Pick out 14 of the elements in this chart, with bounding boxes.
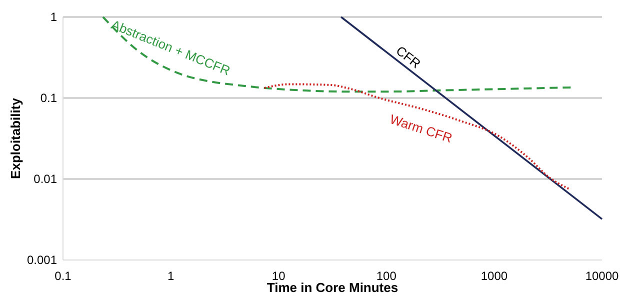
x-tick-label: 1	[167, 269, 174, 283]
text: Warm CFR	[388, 111, 454, 146]
y-axis-title: Exploitability	[8, 97, 23, 179]
x-tick-label: 10	[272, 269, 286, 283]
y-tick-label: 1	[50, 10, 58, 24]
x-tick-label: 100	[376, 269, 397, 283]
x-axis-title: Time in Core Minutes	[266, 280, 398, 295]
y-tick-label: 0.1	[40, 91, 58, 106]
x-tick-label: 10000	[585, 269, 620, 283]
y-tick-label: 0.01	[34, 172, 58, 186]
text: CFR	[393, 42, 424, 72]
x-tick-label: 0.1	[54, 269, 72, 283]
y-tick-label: 0.001	[26, 253, 58, 268]
x-tick-label: 1000	[480, 269, 508, 283]
